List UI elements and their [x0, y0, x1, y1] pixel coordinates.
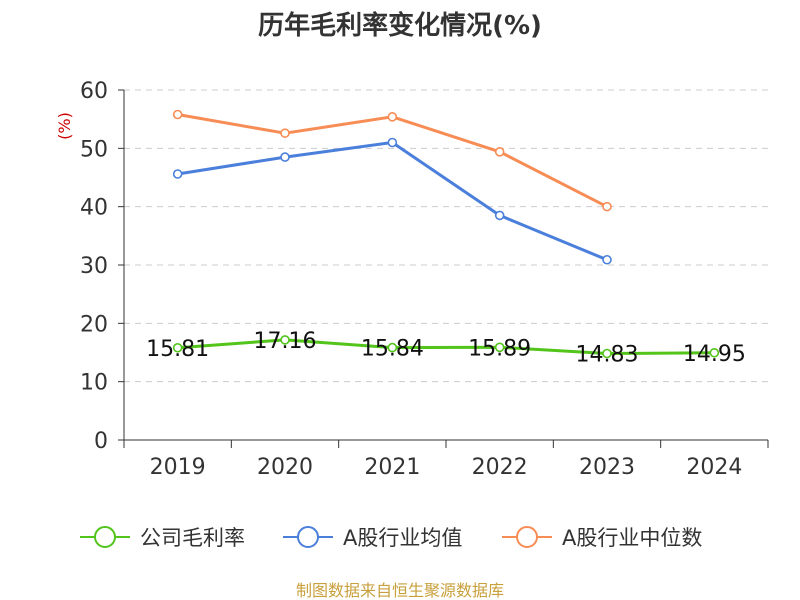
legend-marker-2: [516, 526, 538, 548]
data-labels: 15.81 17.16 15.84 15.89 14.83 14.95: [146, 329, 746, 368]
legend-item-0: 公司毛利率: [80, 526, 245, 550]
data-point-0-2021: [387, 342, 398, 353]
data-point-0-2024: [709, 347, 720, 358]
x-tick-label-2024: 2024: [686, 455, 742, 480]
x-tick-label-2023: 2023: [579, 455, 635, 480]
x-tick-label-2020: 2020: [257, 455, 313, 480]
data-point-0-2020: [280, 335, 290, 345]
data-point-2-2023: [602, 201, 612, 212]
chart-title: 历年毛利率变化情况(%): [258, 10, 542, 41]
y-tick-label-0: 0: [94, 429, 108, 454]
x-tick-label-2021: 2021: [364, 455, 420, 480]
data-label-2024: 14.95: [683, 342, 746, 367]
data-point-2-2021: [387, 112, 398, 122]
data-point-1-2023: [602, 254, 612, 265]
series-lines: [177, 113, 715, 355]
legend: 公司毛利率 A股行业均值 A股行业中位数: [80, 526, 702, 550]
series-line-2: [177, 113, 608, 209]
data-point-2-2020: [280, 128, 290, 138]
data-point-1-2022: [494, 210, 505, 221]
legend-marker-0: [94, 526, 116, 548]
legend-item-2: A股行业中位数: [502, 526, 702, 550]
data-point-0-2022: [494, 342, 505, 353]
data-point-1-2020: [280, 152, 290, 162]
data-point-2-2019: [172, 109, 183, 120]
legend-label-1: A股行业均值: [343, 526, 462, 550]
y-tick-label-50: 50: [80, 137, 108, 162]
data-label-2020: 17.16: [254, 329, 317, 354]
grid-lines: [124, 89, 768, 383]
y-tick-label-20: 20: [80, 312, 108, 337]
series-line-1: [177, 141, 608, 262]
y-tick-label-40: 40: [80, 196, 108, 221]
data-label-2022: 15.89: [468, 336, 531, 361]
data-label-2023: 14.83: [576, 342, 639, 367]
y-tick-label-60: 60: [80, 79, 108, 104]
legend-label-0: 公司毛利率: [140, 526, 245, 550]
legend-marker-1: [297, 526, 319, 548]
axes: 0 10 20 30 40 50 60 2019 2020 2021 2022 2023 2024: [80, 79, 769, 480]
x-tick-label-2022: 2022: [472, 455, 528, 480]
legend-label-2: A股行业中位数: [562, 526, 702, 550]
series-line-0: [177, 338, 715, 355]
data-label-2021: 15.84: [361, 337, 424, 362]
data-point-0-2023: [602, 348, 612, 359]
source-note: 制图数据来自恒生聚源数据库: [296, 581, 504, 600]
legend-item-1: A股行业均值: [283, 526, 462, 550]
y-axis-unit-label: (%): [55, 112, 74, 140]
y-tick-label-30: 30: [80, 254, 108, 279]
data-point-0-2019: [172, 342, 183, 353]
data-label-2019: 15.81: [146, 337, 209, 362]
x-tick-label-2019: 2019: [150, 455, 206, 480]
data-point-2-2022: [494, 147, 505, 157]
series-markers: [172, 109, 720, 359]
data-point-1-2019: [172, 169, 183, 179]
data-point-1-2021: [387, 137, 398, 148]
y-tick-label-10: 10: [80, 371, 108, 396]
